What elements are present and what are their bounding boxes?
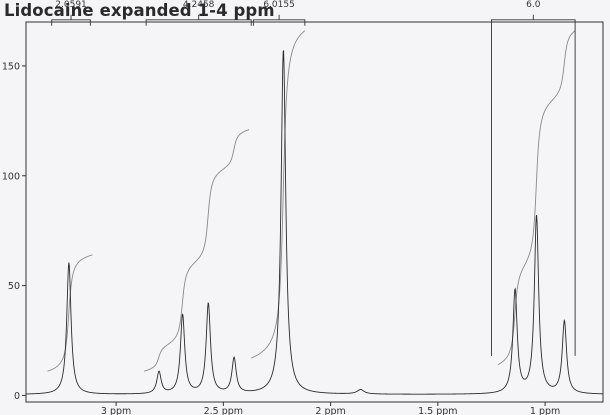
x-tick-label: 1 ppm — [530, 406, 560, 415]
y-tick-label: 100 — [2, 171, 20, 182]
x-tick-label: 1.5 ppm — [418, 406, 457, 415]
integral-label: 6.0155 — [263, 0, 295, 10]
y-tick-label: 50 — [8, 281, 20, 292]
x-tick-label: 2 ppm — [315, 406, 345, 415]
integral-curve — [143, 129, 250, 372]
integral-brackets: 2.0591 4.2458 6.0155 6.0 — [51, 0, 576, 356]
integral-label: 2.0591 — [55, 0, 87, 10]
integral-bracket — [51, 14, 91, 26]
integral-curves — [47, 30, 576, 372]
plot-frame — [25, 21, 604, 403]
y-tick-label: 150 — [2, 61, 20, 72]
spectrum-line — [25, 49, 604, 395]
integral-bracket — [252, 14, 306, 26]
integral-label: 6.0 — [526, 0, 541, 10]
y-tick-label: 0 — [14, 391, 20, 402]
x-tick-label: 2.5 ppm — [204, 406, 243, 415]
integral-label: 4.2458 — [183, 0, 215, 10]
spectrum — [25, 49, 604, 395]
integral-curve — [497, 30, 576, 366]
chart-title: Lidocaine expanded 1-4 ppm — [4, 1, 275, 20]
integral-curve — [47, 254, 93, 372]
integral-curve — [251, 30, 306, 359]
integral-bracket — [491, 14, 576, 356]
x-tick-label: 3 ppm — [101, 406, 131, 415]
integral-bracket — [145, 14, 252, 26]
axes: 0 50 100 150 3 ppm 2.5 ppm 2 ppm 1.5 ppm 1 ppm — [2, 21, 604, 415]
